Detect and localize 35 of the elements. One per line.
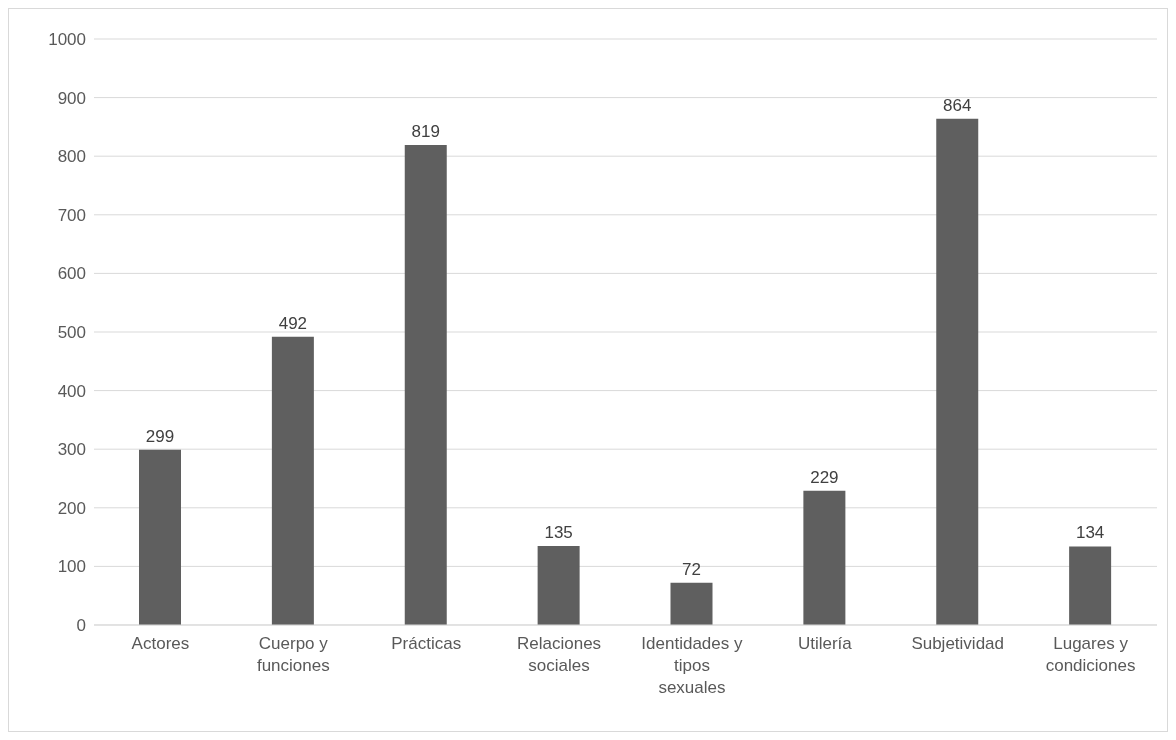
y-tick-label: 300 <box>57 440 86 460</box>
x-tick-label: Actores <box>131 634 190 653</box>
data-label: 72 <box>682 559 701 579</box>
x-tick-label: Utilería <box>797 634 853 653</box>
bar <box>936 118 979 625</box>
x-tick-label: Relaciones sociales <box>517 634 602 675</box>
x-tick-label: Lugares y condiciones <box>1045 634 1136 675</box>
y-tick-label: 0 <box>76 616 86 636</box>
x-tick-label: Prácticas <box>391 634 462 653</box>
y-tick-label: 500 <box>57 323 86 343</box>
x-tick-label: Subjetividad <box>911 634 1004 653</box>
x-tick-label: Identidades y tipos sexuales <box>641 634 743 697</box>
bar <box>670 582 713 625</box>
data-label: 134 <box>1075 523 1105 543</box>
y-tick-label: 200 <box>57 498 86 518</box>
data-label: 819 <box>411 122 440 142</box>
y-tick-label: 1000 <box>48 30 86 50</box>
bar <box>404 145 447 625</box>
data-label: 299 <box>145 426 175 446</box>
data-label: 492 <box>278 313 308 333</box>
y-tick-label: 100 <box>57 557 86 577</box>
y-tick-label: 900 <box>57 88 86 108</box>
y-tick-label: 700 <box>57 205 86 225</box>
bar <box>537 545 580 625</box>
data-label: 135 <box>544 522 573 542</box>
x-tick-label: Cuerpo y funciones <box>256 634 330 675</box>
bar <box>803 490 846 625</box>
data-label: 864 <box>943 95 972 115</box>
data-label: 229 <box>810 467 839 487</box>
y-tick-label: 400 <box>57 381 86 401</box>
bar <box>139 449 181 625</box>
y-tick-label: 800 <box>57 147 86 167</box>
y-tick-label: 600 <box>57 264 86 284</box>
bar <box>1069 546 1112 625</box>
bar <box>271 336 314 625</box>
